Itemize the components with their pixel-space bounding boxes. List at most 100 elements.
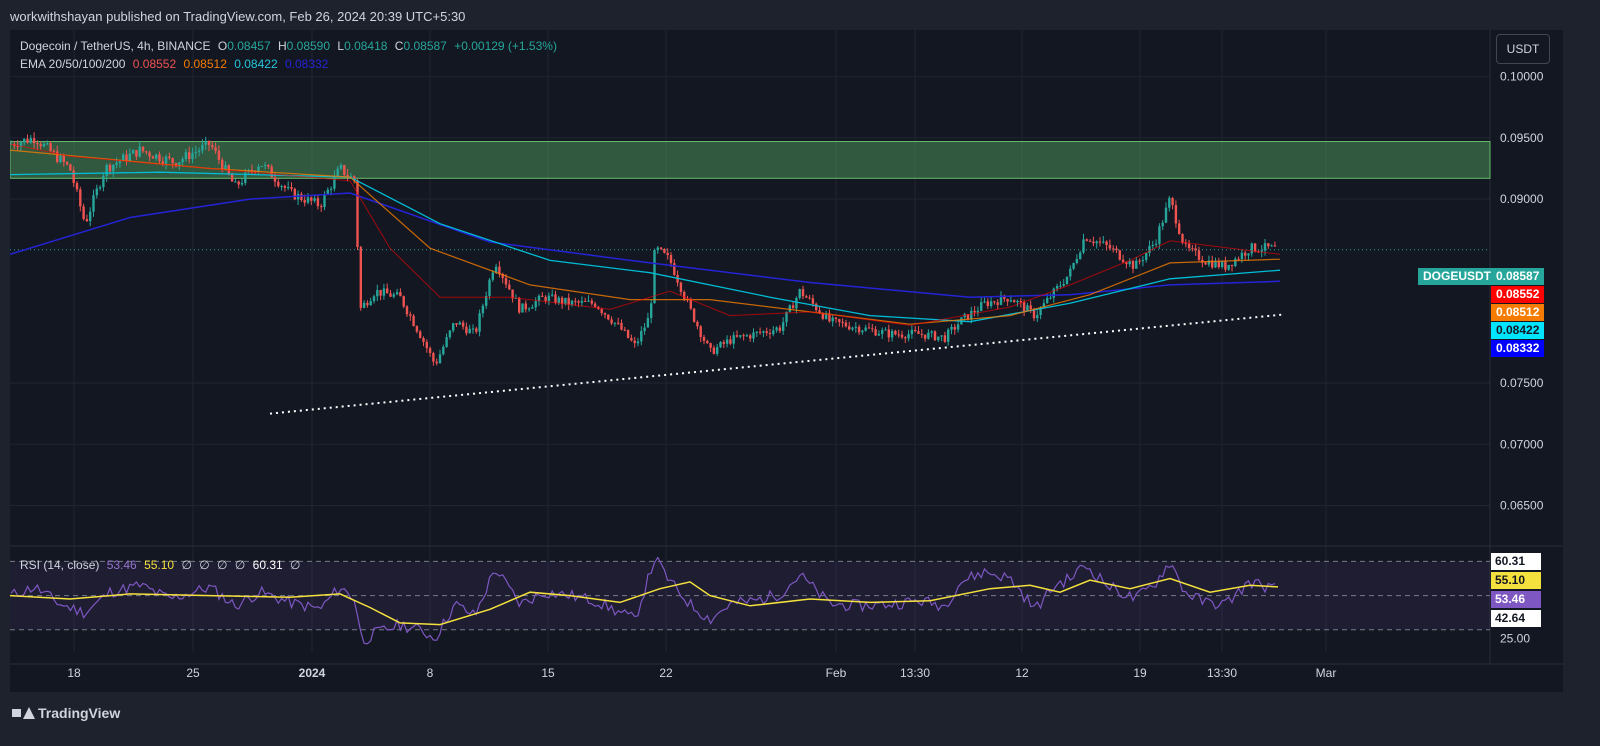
candle-body (1237, 258, 1240, 260)
candle (848, 321, 851, 331)
high-value: 0.08590 (286, 39, 331, 53)
candle (570, 299, 574, 307)
candle (897, 329, 900, 338)
candle (1092, 236, 1095, 247)
time-axis-label: 13:30 (1207, 666, 1237, 680)
candle-body (135, 150, 138, 157)
candle (630, 334, 633, 342)
candle (729, 335, 732, 346)
ema-label[interactable]: EMA 20/50/100/200 (20, 57, 126, 71)
candle (580, 296, 584, 307)
candle-body (257, 166, 260, 172)
candle (36, 140, 39, 151)
candle-body (904, 337, 907, 339)
currency-button[interactable]: USDT (1496, 34, 1550, 64)
candle (1055, 283, 1059, 292)
candle-body (689, 299, 692, 309)
time-axis-label: 8 (427, 666, 434, 680)
candle-body (1115, 248, 1118, 251)
ema20-price-tag: 0.08552 (1491, 286, 1545, 303)
candle-body (458, 322, 461, 325)
candle (696, 320, 699, 330)
candle-body (920, 333, 923, 335)
candle (900, 330, 904, 340)
candle-body (461, 322, 465, 327)
candle (755, 331, 758, 337)
candle-body (214, 147, 217, 151)
candle-body (910, 329, 914, 335)
candle-body (362, 302, 366, 308)
candle (1154, 239, 1158, 248)
candle (1082, 233, 1085, 255)
candle-body (1263, 243, 1267, 251)
candle-body (164, 156, 168, 164)
candle-body (815, 303, 818, 311)
candle-body (59, 155, 62, 162)
tradingview-footer[interactable]: TradingView (12, 705, 120, 721)
candle (475, 326, 478, 334)
candle-body (69, 164, 72, 171)
price-chart[interactable]: 0.10000 0.09500 0.09000 0.07500 0.07000 0.065… (10, 30, 1563, 692)
candle-body (722, 342, 725, 344)
candle-body (567, 297, 570, 305)
candle (996, 299, 999, 310)
chart-frame[interactable]: 0.10000 0.09500 0.09000 0.07500 0.07000 0.065… (10, 30, 1563, 692)
candle (983, 297, 986, 304)
candle (26, 134, 29, 144)
candle (287, 181, 290, 191)
candle (1260, 245, 1263, 258)
close-label: C (394, 39, 404, 53)
candle-body (1085, 239, 1088, 241)
candle (910, 325, 914, 339)
candle (296, 190, 300, 206)
candle-body (488, 279, 491, 296)
candle (300, 191, 303, 202)
time-axis-label: 22 (659, 666, 673, 680)
candle-body (102, 175, 105, 188)
symbol-label[interactable]: Dogecoin / TetherUS, 4h, BINANCE (20, 39, 211, 53)
candle-body (633, 340, 636, 344)
candle-body (62, 155, 65, 162)
candle-body (808, 297, 811, 299)
candle-body (128, 153, 131, 162)
candle (155, 153, 158, 162)
candle-body (709, 343, 712, 348)
candle (369, 297, 372, 306)
candle (620, 319, 623, 331)
candle (75, 181, 79, 193)
candle (805, 294, 808, 298)
candle-body (636, 341, 640, 344)
candle (184, 148, 188, 162)
candle-body (402, 296, 405, 307)
candle (336, 166, 339, 177)
candle (98, 185, 102, 191)
time-axis-label: 25 (186, 666, 200, 680)
candle-body (1049, 297, 1052, 299)
candle (1062, 279, 1065, 288)
candle (659, 247, 663, 251)
rsi-label[interactable]: RSI (14, close) (20, 558, 100, 572)
candle-body (475, 328, 478, 332)
candle-body (221, 159, 224, 170)
candle (267, 164, 270, 170)
candle (646, 312, 650, 328)
candle-body (623, 329, 626, 331)
time-axis-label: 15 (541, 666, 555, 680)
candle (1217, 257, 1220, 269)
candle (1118, 249, 1121, 261)
candle-body (1102, 241, 1105, 243)
candle-body (547, 295, 551, 301)
candle-body (821, 313, 824, 319)
candle (587, 295, 590, 303)
candle-body (696, 321, 699, 327)
candle (1102, 236, 1105, 244)
candle-body (620, 322, 623, 330)
candle-body (1224, 261, 1227, 270)
candle (947, 327, 950, 346)
candle-body (1168, 197, 1171, 208)
candle-body (900, 334, 904, 338)
candle-body (1095, 241, 1098, 244)
candle (316, 194, 320, 210)
candle-body (151, 156, 155, 159)
candle (438, 349, 442, 364)
